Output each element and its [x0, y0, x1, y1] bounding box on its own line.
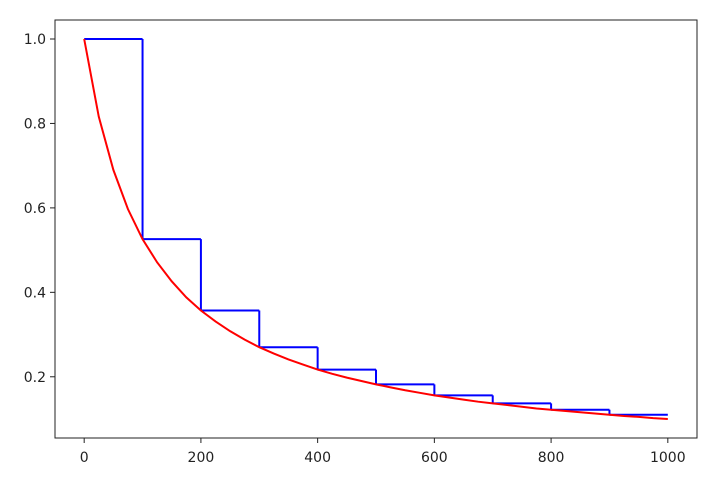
x-tick-label: 400 [304, 450, 331, 466]
line-series [83, 38, 668, 420]
y-tick-label: 0.6 [24, 201, 46, 217]
x-tick-label: 600 [421, 450, 448, 466]
x-tick-label: 1000 [650, 450, 686, 466]
plot-area [55, 20, 697, 438]
y-tick-label: 1.0 [24, 32, 46, 48]
y-tick-label: 0.8 [24, 116, 46, 132]
x-tick-label: 0 [80, 450, 89, 466]
y-tick-label: 0.2 [24, 370, 46, 386]
x-tick-label: 200 [188, 450, 215, 466]
y-tick-label: 0.4 [24, 285, 46, 301]
axes-frame [54, 19, 698, 439]
x-tick-label: 800 [538, 450, 565, 466]
